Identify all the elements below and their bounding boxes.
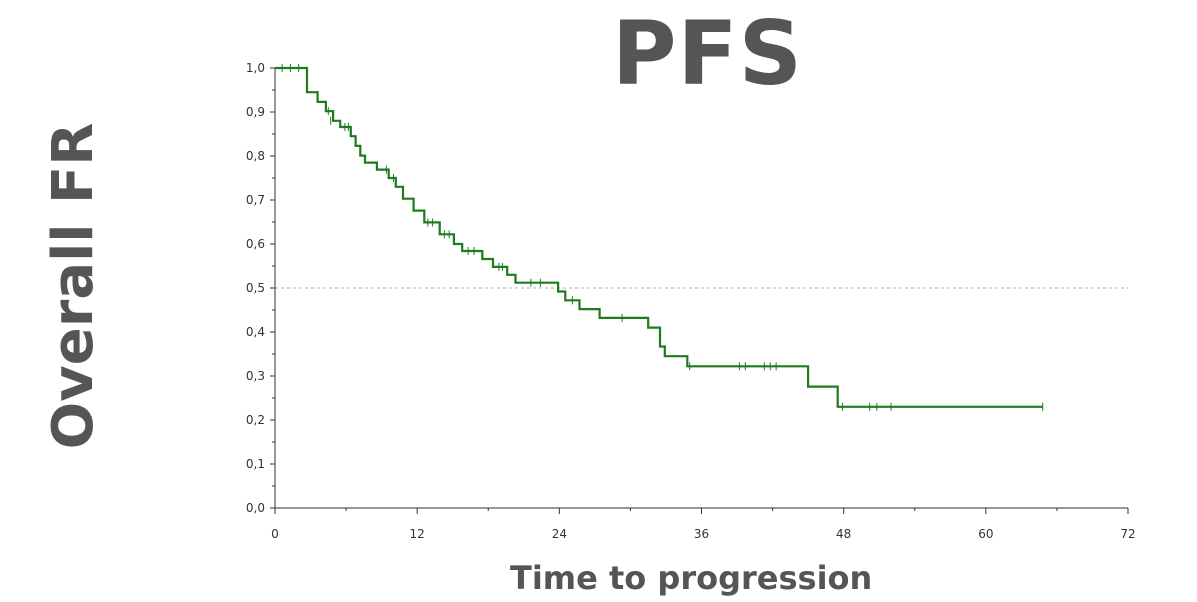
survival-curve [275, 66, 1043, 408]
series-layer [275, 64, 1044, 411]
y-tick-label: 1,0 [246, 61, 265, 75]
y-tick-label: 0,0 [246, 501, 265, 515]
x-tick-label: 12 [410, 527, 425, 541]
y-tick-label: 0,7 [246, 193, 265, 207]
y-tick-label: 0,5 [246, 281, 265, 295]
axes: 0,0 0,1 0,2 0,3 0,4 0,5 0,6 0,7 0,8 0,9 1,0 0 12 24 36… [246, 61, 1136, 541]
x-tick-label: 24 [552, 527, 567, 541]
x-tick-label: 60 [978, 527, 993, 541]
x-tick-label: 0 [271, 527, 279, 541]
y-tick-label: 0,1 [246, 457, 265, 471]
y-axis-label: Overall FR [41, 122, 106, 450]
y-tick-label: 0,8 [246, 149, 265, 163]
y-tick-label: 0,3 [246, 369, 265, 383]
x-tick-label: 48 [836, 527, 851, 541]
y-tick-label: 0,6 [246, 237, 265, 251]
x-tick-label: 72 [1120, 527, 1135, 541]
chart-title: PFS [612, 2, 803, 105]
y-tick-label: 0,4 [246, 325, 265, 339]
y-tick-label: 0,2 [246, 413, 265, 427]
y-tick-label: 0,9 [246, 105, 265, 119]
x-tick-label: 36 [694, 527, 709, 541]
x-axis-label: Time to progression [510, 559, 873, 597]
